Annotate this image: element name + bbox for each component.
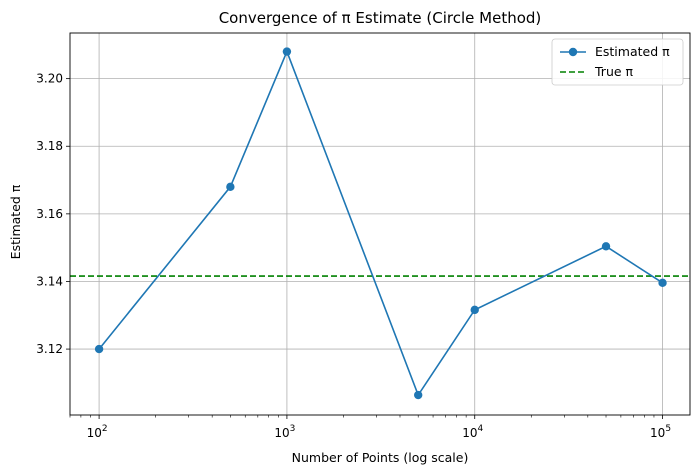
series-layer xyxy=(94,47,667,400)
estimate-point xyxy=(658,278,667,288)
y-tick-label: 3.12 xyxy=(36,342,63,356)
x-tick-exponent: 3 xyxy=(290,424,296,434)
estimate-point xyxy=(601,242,611,251)
legend-label-estimate: Estimated π xyxy=(595,44,670,59)
legend-marker-estimate xyxy=(568,47,578,57)
chart-title: Convergence of π Estimate (Circle Method… xyxy=(219,9,542,27)
x-tick-exponent: 2 xyxy=(102,424,108,434)
legend-box xyxy=(551,38,684,86)
y-axis-label: Estimated π xyxy=(8,184,23,259)
plot-frame xyxy=(69,32,691,416)
y-tick-label: 3.20 xyxy=(36,72,63,86)
estimate-point xyxy=(413,390,423,400)
legend-label-true-pi: True π xyxy=(594,64,634,79)
y-axis-ticks: 3.12 3.14 3.16 3.18 3.20 xyxy=(36,72,70,356)
y-tick-label: 3.18 xyxy=(36,139,63,153)
estimate-point xyxy=(282,47,292,56)
estimate-point xyxy=(470,305,479,315)
x-axis-label: Number of Points (log scale) xyxy=(292,450,469,465)
estimate-point xyxy=(226,182,235,192)
x-tick-exponent: 4 xyxy=(478,424,484,434)
x-tick-exponent: 5 xyxy=(665,424,671,434)
estimate-point xyxy=(94,344,104,354)
y-tick-label: 3.14 xyxy=(36,274,63,288)
y-tick-label: 3.16 xyxy=(36,207,63,221)
legend: Estimated π True π xyxy=(551,38,684,86)
